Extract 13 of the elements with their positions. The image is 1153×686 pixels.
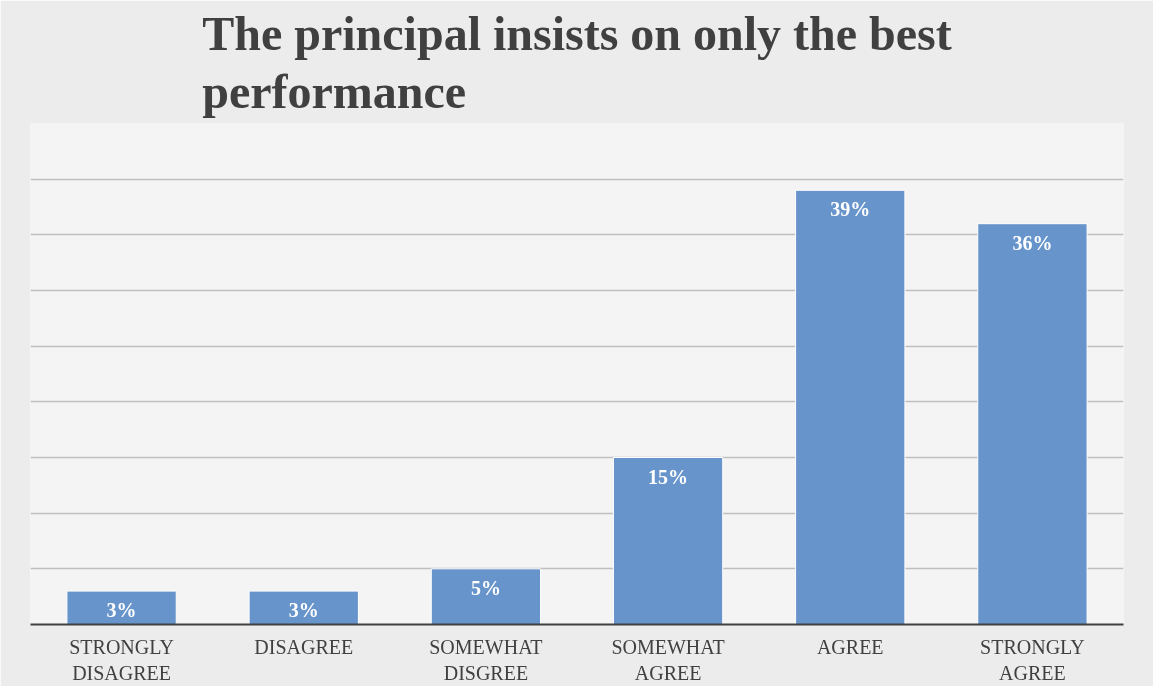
chart-title: The principal insists on only the best performance [202,7,952,119]
x-tick-label: STRONGLY DISAGREE [69,635,174,684]
x-tick-label: DISAGREE [254,635,354,658]
x-tick-label: SOMEWHAT AGREE [611,635,725,684]
data-label: 5% [470,576,501,599]
x-tick-label: AGREE [816,635,884,658]
x-tick-label: SOMEWHAT DISGREE [429,635,543,684]
data-label: 36% [1012,231,1053,254]
x-tick-label: STRONGLY AGREE [980,635,1085,684]
data-label: 39% [830,198,871,221]
data-label: 15% [648,465,689,488]
data-label: 3% [106,599,137,622]
data-label: 3% [288,599,319,622]
